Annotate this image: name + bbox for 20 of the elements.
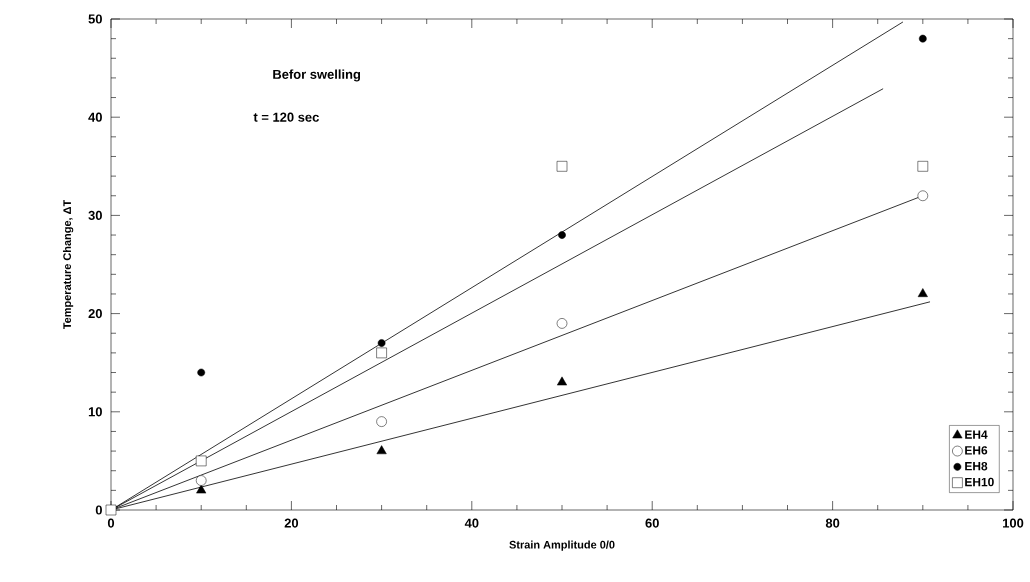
y-tick-label: 50 <box>88 14 102 24</box>
y-tick-label: 40 <box>88 112 102 122</box>
x-tick-label: 40 <box>464 518 479 528</box>
x-axis-title: Strain Amplitude 0/0 <box>509 540 615 551</box>
legend-label: EH8 <box>965 461 988 471</box>
x-tick-label: 80 <box>825 518 840 528</box>
y-tick-label: 30 <box>88 210 102 220</box>
annotation: Befor swelling <box>273 69 361 82</box>
x-tick-label: 20 <box>284 518 299 528</box>
x-tick-label: 0 <box>107 518 115 528</box>
x-tick-label: 60 <box>645 518 659 528</box>
y-tick-label: 0 <box>95 505 102 515</box>
y-tick-label: 10 <box>88 407 102 417</box>
legend-label: EH4 <box>965 430 988 439</box>
y-axis-title: Temperature Change, ΔT <box>62 199 74 330</box>
annotation: t = 120 sec <box>253 112 319 122</box>
legend-label: EH6 <box>965 446 988 455</box>
y-tick-label: 20 <box>88 309 102 319</box>
x-tick-label: 100 <box>1003 518 1024 528</box>
legend-label: EH10 <box>965 477 994 487</box>
